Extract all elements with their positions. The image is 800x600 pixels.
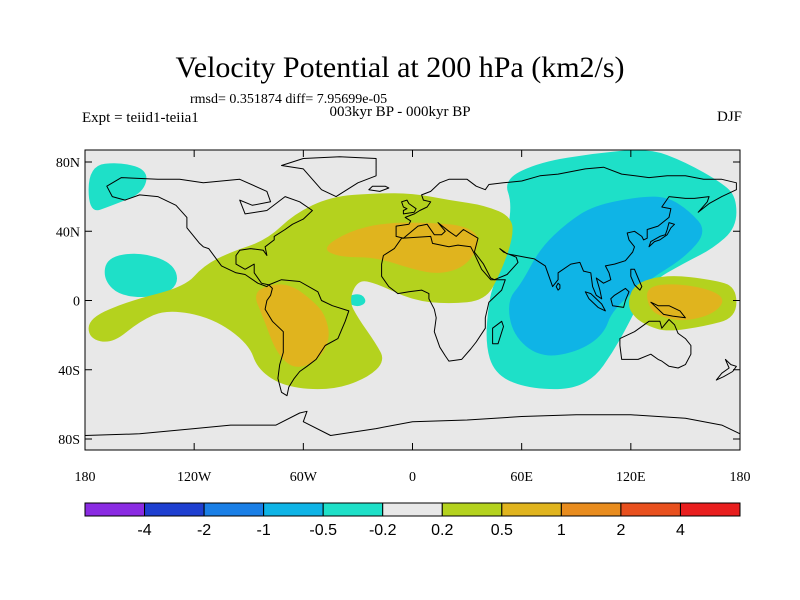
coastline-philippines xyxy=(630,268,643,291)
coastline-iceland xyxy=(368,185,390,192)
x-tick-label: 60W xyxy=(290,470,318,485)
coastline-borneo xyxy=(610,287,630,308)
x-tick-label: 60E xyxy=(510,470,533,485)
contour-region-indian-ocean-core xyxy=(509,196,703,356)
coastline-north-america xyxy=(106,177,313,288)
coastline-south-america xyxy=(264,279,350,397)
contour-region-east-pacific-negative xyxy=(104,253,178,297)
coastline-new-zealand xyxy=(715,358,737,381)
colorbar-bin xyxy=(144,502,205,517)
colorbar-bin xyxy=(620,502,681,517)
coastline-layer xyxy=(85,156,740,436)
coastline-new-guinea xyxy=(650,301,686,319)
colorbar-bin xyxy=(441,502,503,517)
y-tick-label: 40S xyxy=(58,364,80,379)
chart-title: Velocity Potential at 200 hPa (km2/s) xyxy=(175,51,625,84)
colorbar-bin xyxy=(382,502,443,517)
x-tick-label: 120W xyxy=(177,470,212,485)
colorbar-bin xyxy=(322,502,384,517)
coastline-madagascar xyxy=(492,320,504,345)
coastline-africa xyxy=(381,235,506,362)
period-label: 003kyr BP - 000kyr BP xyxy=(329,104,471,120)
colorbar-bin xyxy=(679,502,741,517)
experiment-label: Expt = teiid1-teiia1 xyxy=(82,110,199,126)
coastline-sumatra xyxy=(584,291,606,312)
stats-text: rmsd= 0.351874 diff= 7.95699e-05 xyxy=(190,92,388,107)
coastline-great-britain xyxy=(401,199,417,215)
colorbar-label: -4 xyxy=(137,522,151,539)
coastline-antarctica xyxy=(85,410,740,436)
axis-ticks: 180 120W 60W 0 60E 120E 180 80N 40N 0 40S 80S xyxy=(56,150,751,485)
colorbar-label: 1 xyxy=(557,522,566,539)
x-tick-label: 0 xyxy=(409,470,416,485)
y-tick-label: 40N xyxy=(56,225,80,240)
x-tick-label: 120E xyxy=(616,470,646,485)
x-tick-label: 180 xyxy=(75,470,96,485)
colorbar: -4 -2 -1 -0.5 -0.2 0.2 0.5 1 2 4 xyxy=(84,502,741,539)
y-tick-label: 0 xyxy=(73,295,80,310)
contour-region-maritime-continent-core xyxy=(647,284,723,321)
colorbar-label: -2 xyxy=(197,522,211,539)
colorbar-label: 0.5 xyxy=(491,522,513,539)
colorbar-bin xyxy=(263,502,324,517)
colorbar-label: -0.5 xyxy=(309,522,337,539)
colorbar-bin xyxy=(203,502,265,517)
coastline-greenland xyxy=(281,156,377,198)
colorbar-label: -1 xyxy=(257,522,271,539)
coastline-europe-asia xyxy=(395,166,737,300)
coastline-sri-lanka xyxy=(555,282,561,291)
coastline-japan xyxy=(648,222,675,248)
season-label: DJF xyxy=(716,109,742,125)
colorbar-label: 2 xyxy=(616,522,625,539)
y-tick-label: 80S xyxy=(58,433,80,448)
colorbar-label: -0.2 xyxy=(369,522,397,539)
colorbar-bin xyxy=(501,502,562,517)
colorbar-label: 4 xyxy=(676,522,685,539)
x-tick-label: 180 xyxy=(730,470,751,485)
contour-region-south-america-positive xyxy=(256,284,329,367)
contour-region-north-pacific-negative xyxy=(88,163,147,211)
coastline-australia xyxy=(619,319,692,369)
colorbar-bin xyxy=(84,502,146,517)
colorbar-bin xyxy=(560,502,622,517)
colorbar-label: 0.2 xyxy=(431,522,453,539)
y-tick-label: 80N xyxy=(56,156,80,171)
